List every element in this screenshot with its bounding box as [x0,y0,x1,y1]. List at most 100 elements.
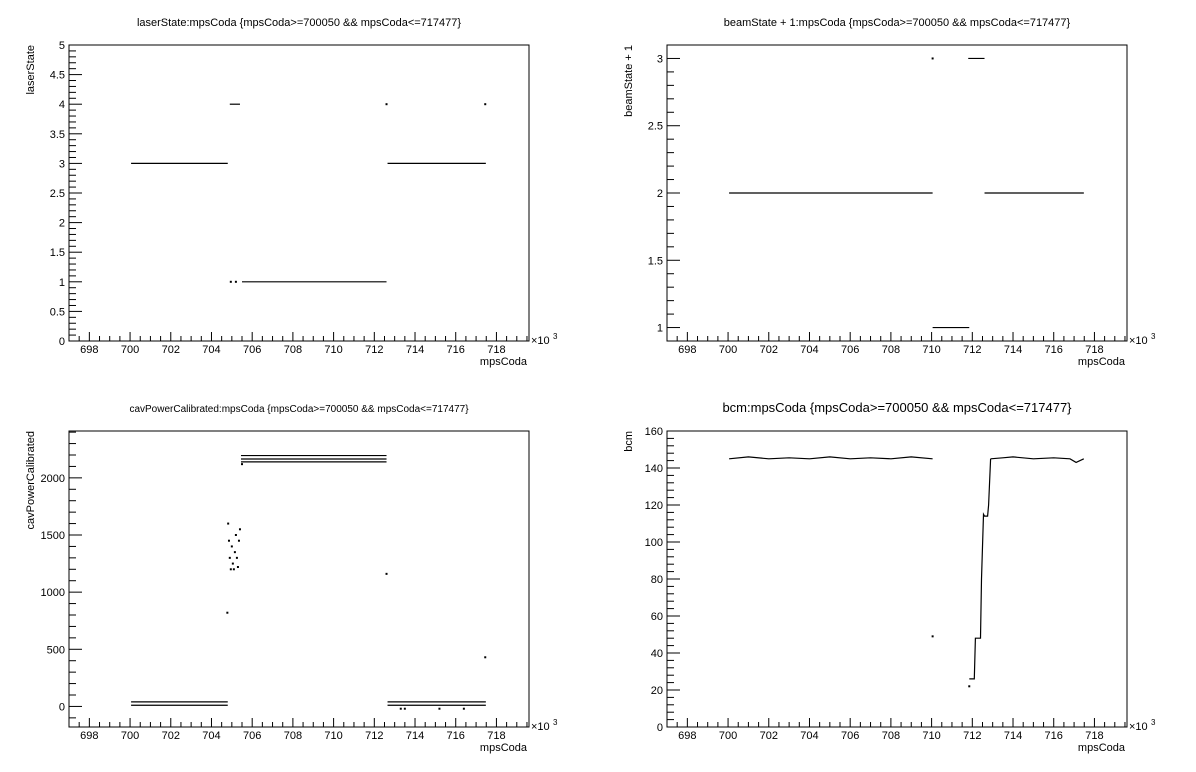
x-tick-label: 702 [760,730,778,742]
chart-laser-state: laserState:mpsCoda {mpsCoda>=700050 && m… [25,17,558,368]
y-tick-label: 0 [59,336,65,348]
x-tick-label: 706 [243,730,261,742]
x-tick-label: 698 [80,344,98,356]
y-tick-label: 80 [651,574,663,586]
y-tick-label: 60 [651,611,663,623]
y-tick-label: 120 [645,500,663,512]
x-axis-multiplier-exponent: 3 [1151,718,1156,727]
x-axis-label: mpsCoda [480,742,528,754]
x-tick-label: 706 [841,344,859,356]
y-axis-label: beamState + 1 [623,45,635,117]
data-point [228,556,231,559]
data-point [233,551,236,554]
x-tick-label: 710 [324,730,342,742]
x-tick-label: 704 [800,344,818,356]
data-point [227,539,230,542]
x-tick-label: 718 [487,344,505,356]
data-point [235,556,238,559]
chart-title: beamState + 1:mpsCoda {mpsCoda>=700050 &… [724,17,1071,29]
y-tick-label: 2.5 [648,121,663,133]
x-tick-label: 700 [121,344,139,356]
x-tick-label: 706 [243,344,261,356]
x-tick-label: 710 [922,730,940,742]
chart-title: bcm:mpsCoda {mpsCoda>=700050 && mpsCoda<… [722,400,1072,415]
y-axis-label: laserState [25,45,37,95]
data-point [237,539,240,542]
data-point [232,568,235,571]
y-tick-label: 100 [645,537,663,549]
y-tick-label: 2.5 [50,188,65,200]
y-tick-label: 2000 [41,473,65,485]
data-point [238,528,241,531]
x-tick-label: 698 [678,344,696,356]
plot-frame [666,430,1128,728]
x-tick-label: 700 [719,730,737,742]
y-tick-label: 2 [657,188,663,200]
data-point [227,522,230,525]
x-axis-multiplier: ×10 [1129,721,1148,733]
data-point [403,707,406,710]
y-tick-label: 40 [651,648,663,660]
x-tick-label: 702 [162,344,180,356]
x-tick-label: 708 [284,730,302,742]
y-tick-label: 4.5 [50,70,65,82]
x-tick-label: 702 [162,730,180,742]
x-tick-label: 708 [882,730,900,742]
chart-title: laserState:mpsCoda {mpsCoda>=700050 && m… [137,17,461,29]
x-tick-label: 708 [284,344,302,356]
chart-beam-state: beamState + 1:mpsCoda {mpsCoda>=700050 &… [623,17,1156,368]
x-tick-label: 704 [800,730,818,742]
data-point [231,562,234,565]
y-axis-label: bcm [623,431,635,452]
data-point [931,57,934,60]
data-series-line [990,456,1085,464]
y-tick-label: 5 [59,40,65,52]
x-tick-label: 714 [1004,730,1022,742]
y-tick-label: 3 [657,53,663,65]
y-tick-label: 2 [59,218,65,230]
chart-bcm: bcm:mpsCoda {mpsCoda>=700050 && mpsCoda<… [623,400,1156,754]
data-point [241,463,244,466]
y-tick-label: 0 [59,701,65,713]
x-tick-label: 716 [1045,730,1063,742]
data-series-line [729,456,933,460]
chart-title: cavPowerCalibrated:mpsCoda {mpsCoda>=700… [129,404,469,415]
x-tick-label: 702 [760,344,778,356]
x-tick-label: 716 [447,730,465,742]
data-point [234,534,237,536]
x-tick-label: 712 [963,730,981,742]
y-tick-label: 500 [47,644,65,656]
x-tick-label: 698 [80,730,98,742]
x-tick-label: 714 [406,730,424,742]
x-tick-label: 718 [487,730,505,742]
y-tick-label: 1.5 [50,247,65,259]
x-tick-label: 712 [963,344,981,356]
data-point [438,707,441,710]
y-tick-label: 3 [59,158,65,170]
x-tick-label: 716 [447,344,465,356]
data-point [484,656,487,659]
x-axis-multiplier-exponent: 3 [553,332,558,341]
x-tick-label: 704 [202,344,220,356]
data-point [385,103,388,106]
data-point [931,635,934,638]
x-tick-label: 718 [1085,344,1103,356]
data-point [968,685,971,688]
y-tick-label: 1 [59,277,65,289]
y-tick-label: 140 [645,463,663,475]
x-tick-label: 714 [1004,344,1022,356]
y-tick-label: 1000 [41,587,65,599]
x-tick-label: 706 [841,730,859,742]
data-point [226,611,229,614]
x-axis-multiplier: ×10 [531,721,550,733]
x-axis-multiplier: ×10 [531,335,550,347]
x-axis-label: mpsCoda [480,356,528,368]
x-tick-label: 700 [121,730,139,742]
plot-frame [68,44,530,342]
x-tick-label: 718 [1085,730,1103,742]
data-point [399,707,402,710]
x-tick-label: 710 [922,344,940,356]
x-tick-label: 698 [678,730,696,742]
y-tick-label: 0 [657,722,663,734]
data-point [230,545,233,548]
